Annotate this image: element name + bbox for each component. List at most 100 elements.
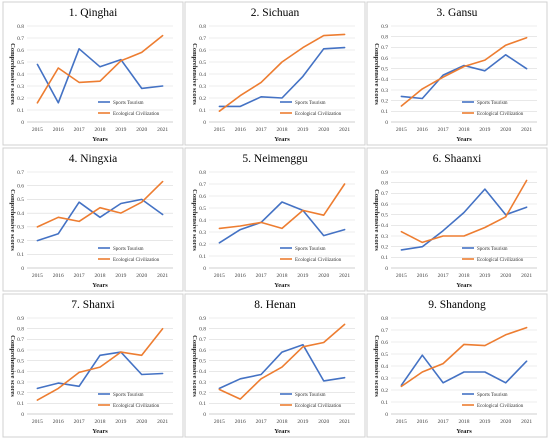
x-tick-label: 2020 <box>318 127 329 133</box>
chart-title: 3. Gansu <box>437 7 478 19</box>
y-axis-title: Comprehensive scores <box>9 43 16 105</box>
sports-tourism-line <box>218 201 346 244</box>
y-tick-label: 0 <box>385 120 388 126</box>
panel-frame <box>2 1 184 146</box>
x-tick-label: 2021 <box>339 127 350 133</box>
chart-panel: 7. Shanxi 0 0.1 0.2 0.3 0.4 0.5 0.6 0.7 0.8 0.9 201… <box>2 293 184 438</box>
y-tick-label: 0.3 <box>381 88 388 94</box>
y-tick-label: 0.7 <box>199 182 206 188</box>
y-tick-label: 0.4 <box>17 72 24 78</box>
y-tick-label: 0.1 <box>381 255 388 261</box>
y-tick-label: 0.4 <box>199 369 206 375</box>
x-tick-label: 2018 <box>277 419 288 425</box>
y-tick-label: 0.8 <box>199 24 206 30</box>
y-tick-label: 0.7 <box>17 170 24 176</box>
y-tick-label: 0.2 <box>17 96 24 102</box>
y-tick-label: 0.2 <box>199 390 206 396</box>
x-tick-label: 2018 <box>95 127 106 133</box>
chart-panel: 1. Qinghai 0 0.1 0.2 0.3 0.4 0.5 0.6 0.7 0.8 2015 2… <box>2 1 184 146</box>
x-axis-title: Years <box>456 428 472 435</box>
x-tick-label: 2017 <box>74 127 85 133</box>
y-axis-title: Comprehensive scores <box>373 335 380 397</box>
x-tick-label: 2021 <box>157 419 168 425</box>
x-tick-label: 2018 <box>95 273 106 279</box>
y-tick-label: 0.5 <box>381 212 388 218</box>
legend-label: Ecological Civilization <box>113 258 160 263</box>
legend-label: Sports Tourism <box>113 393 144 398</box>
y-tick-label: 0.6 <box>17 348 24 354</box>
sports-tourism-line <box>218 343 346 390</box>
ecological-civilization-line <box>36 180 164 228</box>
x-tick-label: 2017 <box>256 273 267 279</box>
x-axis-title: Years <box>92 428 108 435</box>
x-tick-label: 2021 <box>339 419 350 425</box>
sports-tourism-line <box>218 46 346 108</box>
y-tick-label: 0.8 <box>199 326 206 332</box>
x-tick-label: 2021 <box>157 127 168 133</box>
y-tick-label: 0.3 <box>381 376 388 382</box>
sports-tourism-line <box>400 53 528 100</box>
x-tick-label: 2019 <box>115 273 126 279</box>
y-tick-label: 0.1 <box>17 252 24 258</box>
x-tick-label: 2021 <box>339 273 350 279</box>
y-tick-label: 0 <box>21 120 24 126</box>
y-tick-label: 0.1 <box>17 401 24 407</box>
x-tick-label: 2015 <box>214 127 225 133</box>
y-axis-title: Comprehensive scores <box>9 335 16 397</box>
x-tick-label: 2015 <box>396 127 407 133</box>
x-tick-label: 2015 <box>32 127 43 133</box>
ecological-civilization-line <box>400 36 528 107</box>
y-tick-label: 0 <box>385 412 388 418</box>
legend-label: Sports Tourism <box>113 101 144 106</box>
legend-label: Ecological Civilization <box>113 404 160 409</box>
chart-title: 6. Shaanxi <box>433 153 482 165</box>
y-tick-label: 0.3 <box>17 380 24 386</box>
legend-label: Sports Tourism <box>477 101 508 106</box>
x-axis-title: Years <box>274 282 290 289</box>
x-tick-label: 2016 <box>235 127 246 133</box>
y-tick-label: 0.5 <box>381 66 388 72</box>
y-tick-label: 0.2 <box>381 388 388 394</box>
sports-tourism-line <box>36 351 164 390</box>
y-tick-label: 0 <box>203 266 206 272</box>
x-tick-label: 2019 <box>479 127 490 133</box>
x-tick-label: 2016 <box>53 419 64 425</box>
x-tick-label: 2016 <box>235 273 246 279</box>
ecological-civilization-line <box>400 326 528 388</box>
chart-panel: 9. Shandong 0 0.1 0.2 0.3 0.4 0.5 0.6 0.7 0.8 2015… <box>366 293 548 438</box>
x-tick-label: 2019 <box>297 127 308 133</box>
chart-panel: 2. Sichuan 0 0.1 0.2 0.3 0.4 0.5 0.6 0.7 0.8 2015 2… <box>184 1 366 146</box>
y-tick-label: 0.7 <box>17 36 24 42</box>
y-tick-label: 0 <box>203 120 206 126</box>
x-tick-label: 2019 <box>479 273 490 279</box>
y-tick-label: 0 <box>385 266 388 272</box>
x-axis-title: Years <box>456 282 472 289</box>
chart-panel: 3. Gansu 0 0.1 0.2 0.3 0.4 0.5 0.6 0.7 0.8 0.9 2015… <box>366 1 548 146</box>
x-tick-label: 2020 <box>318 273 329 279</box>
x-tick-label: 2018 <box>459 419 470 425</box>
y-axis-title: Comprehensive scores <box>191 335 198 397</box>
legend-label: Ecological Civilization <box>295 112 342 117</box>
x-tick-label: 2018 <box>459 273 470 279</box>
x-tick-label: 2020 <box>500 273 511 279</box>
y-tick-label: 0.6 <box>17 48 24 54</box>
legend-label: Ecological Civilization <box>113 112 160 117</box>
y-tick-label: 0.8 <box>381 34 388 40</box>
y-tick-label: 0.3 <box>381 234 388 240</box>
y-tick-label: 0.7 <box>381 45 388 51</box>
y-tick-label: 0.2 <box>17 390 24 396</box>
y-tick-label: 0.9 <box>17 316 24 322</box>
y-tick-label: 0.4 <box>199 72 206 78</box>
x-axis-title: Years <box>92 136 108 143</box>
chart-title: 9. Shandong <box>428 299 486 311</box>
y-tick-label: 0.2 <box>199 96 206 102</box>
x-tick-label: 2019 <box>115 419 126 425</box>
x-tick-label: 2019 <box>297 419 308 425</box>
y-tick-label: 0.5 <box>199 358 206 364</box>
y-tick-label: 0.2 <box>381 244 388 250</box>
legend-label: Sports Tourism <box>295 101 326 106</box>
y-tick-label: 0.2 <box>381 98 388 104</box>
y-tick-label: 0.2 <box>199 242 206 248</box>
y-tick-label: 0.3 <box>199 380 206 386</box>
